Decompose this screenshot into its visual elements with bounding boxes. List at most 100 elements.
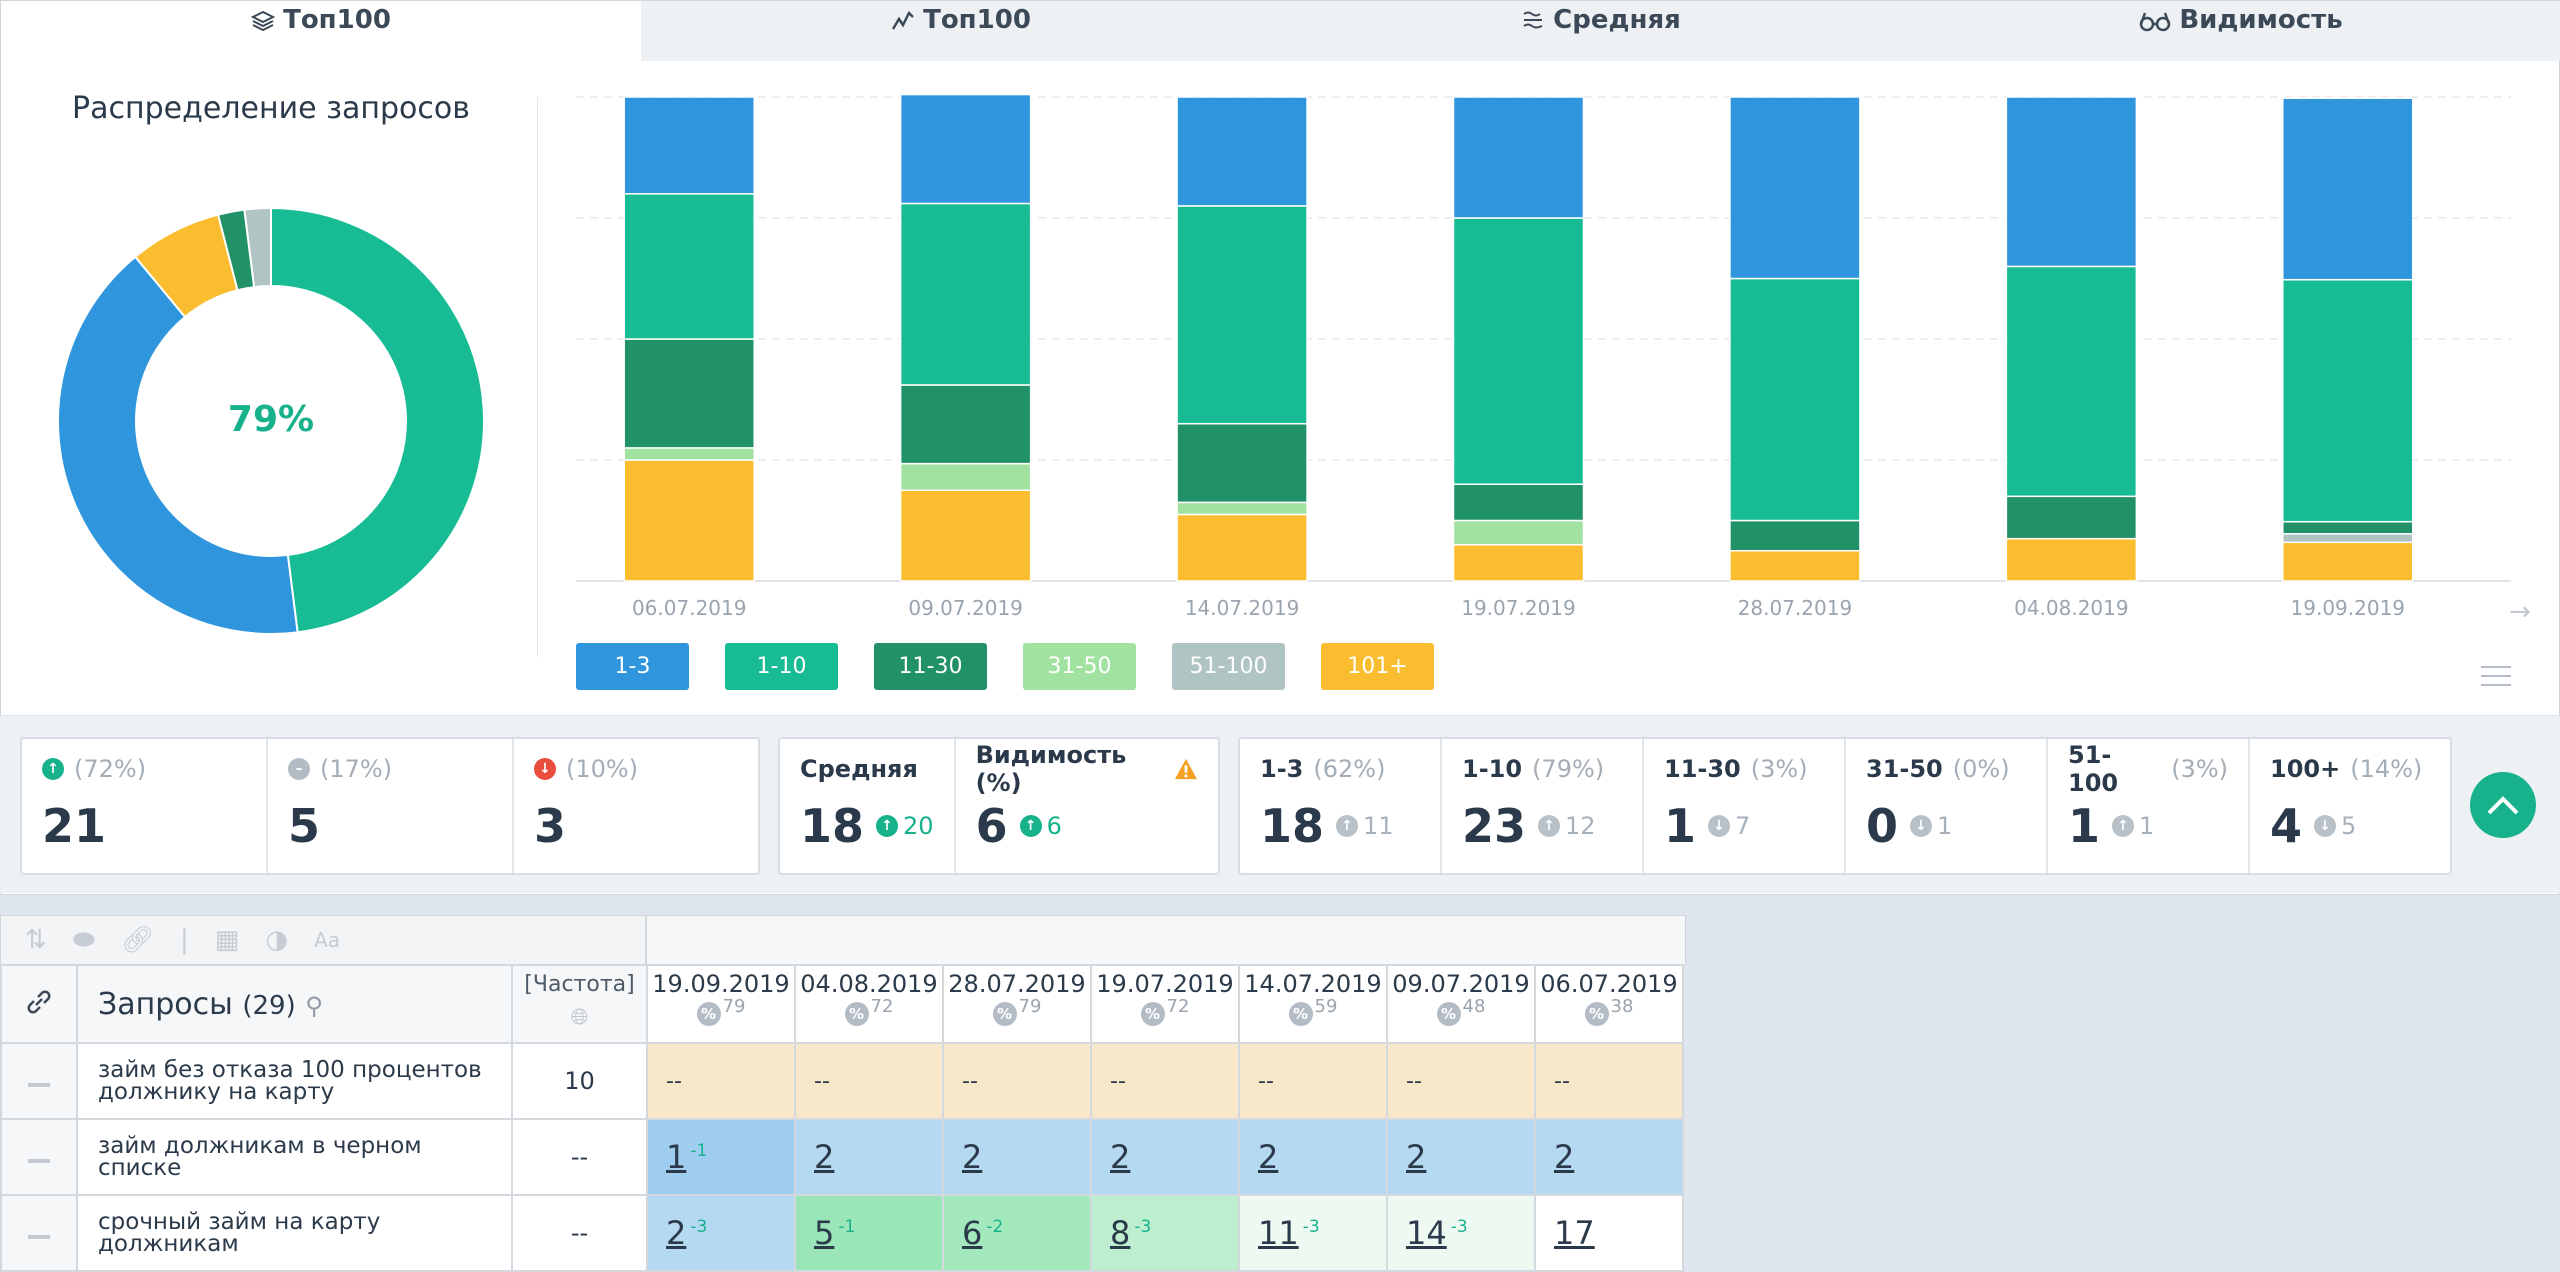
query-text[interactable]: срочный займ на карту должникам (76, 1194, 513, 1272)
bar-segment[interactable] (2282, 520, 2414, 535)
position-cell[interactable]: 11 -3 (1238, 1194, 1388, 1272)
bar-segment[interactable] (1729, 550, 1861, 582)
bar-segment[interactable] (899, 93, 1032, 205)
date-column-header[interactable]: 14.07.2019% 59 (1238, 964, 1388, 1044)
bar-segment[interactable] (899, 384, 1032, 465)
position-cell[interactable]: -- (1090, 1042, 1240, 1120)
bar-segment[interactable] (2005, 265, 2138, 498)
bar-segment[interactable] (2282, 97, 2414, 281)
bar-segment[interactable] (1176, 205, 1308, 425)
query-text[interactable]: займ без отказа 100 процентов должнику н… (76, 1042, 513, 1120)
position-cell[interactable]: -- (1238, 1042, 1388, 1120)
position-cell[interactable]: 2 (1090, 1118, 1240, 1196)
bar-segment[interactable] (1729, 96, 1861, 280)
legend-item[interactable]: 31-50 (1023, 643, 1136, 690)
frequency-column-header[interactable]: [Частота] 🌐︎ (511, 964, 648, 1044)
bar-segment[interactable] (623, 96, 755, 195)
stat-visibility[interactable]: Видимость (%) 6 ↑ 6 (956, 739, 1218, 873)
position-cell[interactable]: -- (942, 1042, 1092, 1120)
position-cell[interactable]: 5 -1 (794, 1194, 944, 1272)
position-value[interactable]: 2 (814, 1138, 835, 1176)
position-value[interactable]: 5 (814, 1214, 835, 1252)
position-cell[interactable]: 14 -3 (1386, 1194, 1536, 1272)
position-value[interactable]: 14 (1406, 1214, 1447, 1252)
bar-segment[interactable] (2282, 541, 2414, 582)
bar-segment[interactable] (1729, 277, 1861, 522)
bar-segment[interactable] (2282, 533, 2414, 544)
query-text[interactable]: займ должникам в черном списке (76, 1118, 513, 1196)
toggle-icon[interactable]: ⬬ (72, 924, 96, 955)
position-cell[interactable]: -- (646, 1042, 796, 1120)
link-icon[interactable]: 🔗︎ (121, 925, 155, 955)
stat-improved[interactable]: ↑ (72%) 21 (22, 739, 268, 873)
date-column-header[interactable]: 19.09.2019% 79 (646, 964, 796, 1044)
position-cell[interactable]: 1 -1 (646, 1118, 796, 1196)
position-value[interactable]: 2 (1406, 1138, 1427, 1176)
search-icon[interactable]: ⚲ (305, 991, 323, 1020)
position-cell[interactable]: 2 (794, 1118, 944, 1196)
row-toggle[interactable] (0, 1118, 78, 1196)
bar-segment[interactable] (1452, 96, 1585, 219)
donut-segment[interactable] (57, 255, 299, 635)
position-cell[interactable]: 2 (1238, 1118, 1388, 1196)
position-value[interactable]: 11 (1258, 1214, 1299, 1252)
stat-range[interactable]: 31-50 (0%) 0 ↓ 1 (1846, 739, 2048, 873)
donut-segment[interactable] (270, 206, 485, 634)
donut-segment[interactable] (133, 213, 239, 319)
tab-top100-layers[interactable]: Топ100 (1, 1, 641, 61)
position-value[interactable]: 2 (1554, 1138, 1575, 1176)
date-column-header[interactable]: 09.07.2019% 48 (1386, 964, 1536, 1044)
legend-item[interactable]: 11-30 (874, 643, 987, 690)
bar-segment[interactable] (623, 447, 755, 461)
globe-icon[interactable]: 🌐︎ (570, 1005, 589, 1030)
bar-segment[interactable] (1452, 543, 1585, 582)
position-value[interactable]: 2 (666, 1214, 687, 1252)
position-value[interactable]: 2 (1110, 1138, 1131, 1176)
position-value[interactable]: 8 (1110, 1214, 1131, 1252)
legend-item[interactable]: 101+ (1321, 643, 1434, 690)
position-value[interactable]: 2 (1258, 1138, 1279, 1176)
row-toggle[interactable] (0, 1042, 78, 1120)
position-value[interactable]: 2 (962, 1138, 983, 1176)
bar-segment[interactable] (2005, 96, 2138, 268)
bar-segment[interactable] (1176, 513, 1308, 582)
stat-range[interactable]: 51-100 (3%) 1 ↑ 1 (2048, 739, 2250, 873)
link-column-header[interactable] (0, 964, 78, 1044)
position-cell[interactable]: 2 (942, 1118, 1092, 1196)
position-cell[interactable]: -- (794, 1042, 944, 1120)
row-toggle[interactable] (0, 1194, 78, 1272)
position-cell[interactable]: 6 -2 (942, 1194, 1092, 1272)
position-cell[interactable]: 2 -3 (646, 1194, 796, 1272)
queries-column-header[interactable]: Запросы (29) ⚲ (76, 964, 513, 1044)
font-icon[interactable]: Aa (314, 928, 340, 952)
date-column-header[interactable]: 04.08.2019% 72 (794, 964, 944, 1044)
bar-segment[interactable] (899, 462, 1032, 492)
legend-item[interactable]: 51-100 (1172, 643, 1285, 690)
bar-segment[interactable] (1452, 217, 1585, 485)
position-value[interactable]: 17 (1554, 1214, 1595, 1252)
date-column-header[interactable]: 06.07.2019% 38 (1534, 964, 1684, 1044)
contrast-icon[interactable]: ◑ (265, 925, 289, 955)
bar-segment[interactable] (1176, 422, 1308, 504)
stat-range[interactable]: 11-30 (3%) 1 ↓ 7 (1644, 739, 1846, 873)
legend-item[interactable]: 1-3 (576, 643, 689, 690)
bar-segment[interactable] (1729, 519, 1861, 552)
bar-segment[interactable] (623, 193, 755, 340)
stat-range[interactable]: 1-10 (79%) 23 ↑ 12 (1442, 739, 1644, 873)
bar-segment[interactable] (2005, 537, 2138, 582)
position-cell[interactable]: 2 (1534, 1118, 1684, 1196)
tab-top100-activity[interactable]: Топ100 (641, 1, 1281, 61)
donut-segment[interactable] (216, 208, 256, 292)
arrow-right-icon[interactable]: → (2509, 597, 2531, 627)
position-cell[interactable]: -- (1386, 1042, 1536, 1120)
bar-segment[interactable] (899, 489, 1032, 582)
scroll-up-button[interactable] (2470, 772, 2536, 838)
bar-segment[interactable] (623, 459, 755, 582)
position-value[interactable]: 1 (666, 1138, 687, 1176)
stat-worsened[interactable]: ↓ (10%) 3 (514, 739, 758, 873)
stat-unchanged[interactable]: – (17%) 5 (268, 739, 514, 873)
position-value[interactable]: 6 (962, 1214, 983, 1252)
bar-segment[interactable] (1452, 519, 1585, 546)
tab-visibility[interactable]: Видимость (1921, 1, 2560, 61)
warning-icon[interactable] (1174, 757, 1198, 781)
